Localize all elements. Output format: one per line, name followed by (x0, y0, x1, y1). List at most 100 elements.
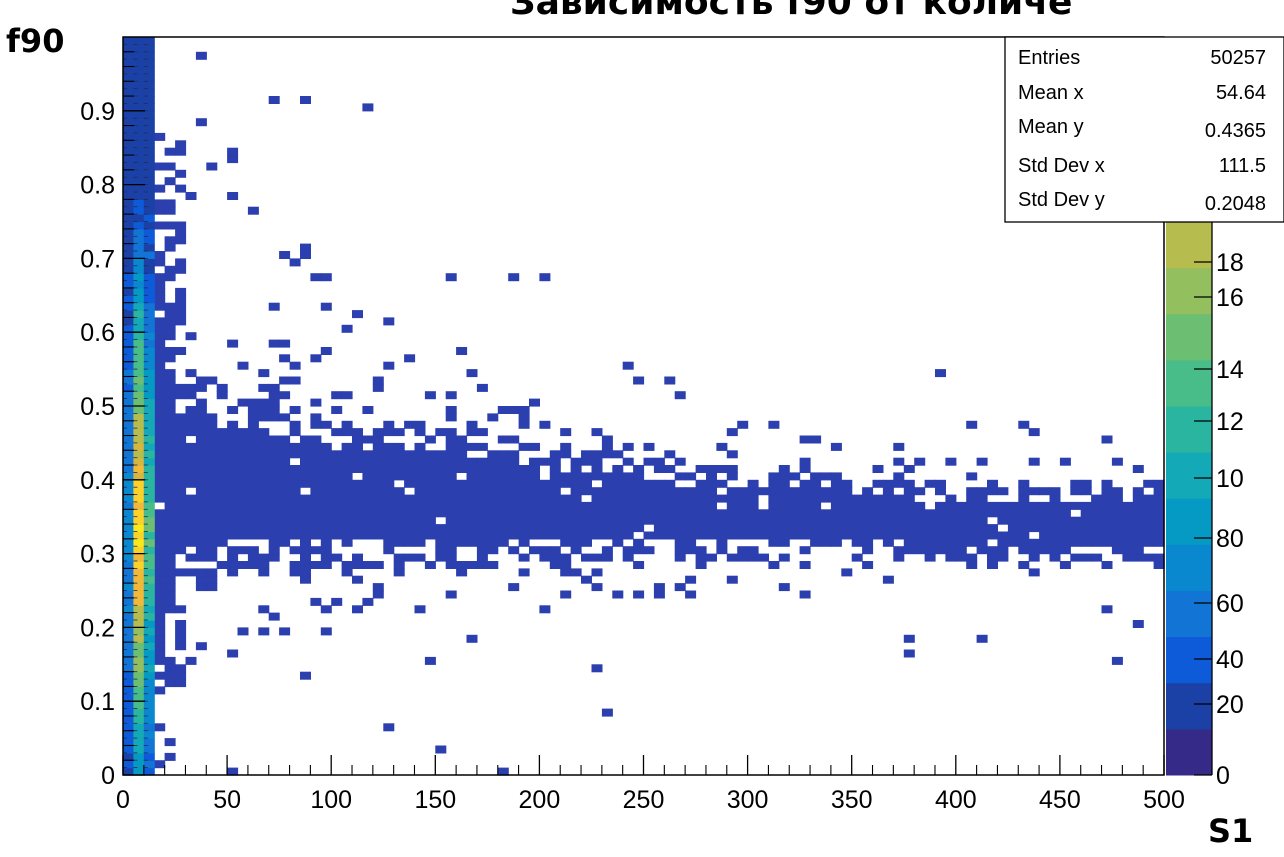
heatmap-cell (476, 509, 488, 518)
heatmap-cell (414, 420, 426, 429)
heatmap-cell (175, 634, 187, 643)
heatmap-cell (154, 450, 166, 459)
heatmap-cell (539, 605, 551, 614)
column-cell (143, 162, 155, 171)
heatmap-cell (487, 538, 499, 547)
column-cell (143, 767, 155, 776)
heatmap-cell (195, 583, 207, 592)
heatmap-cell (1039, 538, 1051, 547)
y-tick-label: 0.8 (80, 172, 115, 200)
column-cell (143, 302, 155, 311)
heatmap-cell (560, 538, 572, 547)
heatmap-cell (851, 531, 863, 540)
heatmap-cell (247, 546, 259, 555)
heatmap-cell (820, 494, 832, 503)
heatmap-cell (175, 184, 187, 193)
heatmap-cell (674, 546, 686, 555)
column-cell (123, 317, 134, 326)
heatmap-cell (424, 435, 436, 444)
heatmap-cell (164, 317, 176, 326)
heatmap-cell (320, 420, 332, 429)
heatmap-cell (383, 487, 395, 496)
heatmap-cell (1059, 457, 1071, 466)
heatmap-cell (622, 361, 634, 370)
heatmap-cell (383, 465, 395, 473)
heatmap-cell (1070, 553, 1082, 562)
column-cell (133, 752, 145, 761)
column-cell (123, 155, 134, 164)
palette-segment (1166, 221, 1212, 269)
heatmap-cell (674, 583, 686, 592)
heatmap-cell (747, 524, 759, 533)
heatmap-cell (320, 273, 332, 282)
heatmap-cell (258, 487, 270, 496)
heatmap-cell (404, 354, 416, 363)
column-cell (133, 73, 145, 82)
heatmap-cell (529, 509, 540, 518)
heatmap-cell (185, 413, 197, 422)
heatmap-cell (664, 376, 676, 385)
column-cell (133, 192, 145, 200)
heatmap-cell (341, 501, 353, 510)
heatmap-cell (362, 487, 374, 496)
heatmap-cell (1018, 546, 1030, 555)
column-cell (143, 465, 155, 473)
palette-tick-label: 20 (1216, 691, 1244, 719)
heatmap-cell (862, 561, 874, 569)
heatmap-cell (612, 590, 624, 599)
column-cell (133, 568, 145, 577)
heatmap-cell (737, 501, 749, 510)
heatmap-cell (154, 406, 166, 414)
heatmap-cell (310, 435, 322, 444)
heatmap-cell (820, 472, 832, 481)
heatmap-cell (789, 472, 801, 481)
column-cell (123, 347, 134, 355)
heatmap-cell (216, 428, 228, 437)
heatmap-cell (487, 524, 499, 533)
column-cell (123, 332, 134, 341)
heatmap-cell (508, 465, 520, 473)
heatmap-cell (966, 531, 978, 540)
heatmap-cell (154, 354, 166, 363)
heatmap-cell (560, 428, 572, 437)
heatmap-cell (664, 531, 676, 540)
heatmap-cell (872, 509, 884, 518)
heatmap-cell (1070, 516, 1082, 525)
heatmap-cell (653, 583, 665, 592)
heatmap-cell (258, 531, 270, 540)
heatmap-cell (341, 457, 353, 466)
heatmap-cell (289, 509, 301, 518)
palette-tick-label: 10 (1216, 465, 1244, 493)
heatmap-cell (175, 221, 187, 230)
heatmap-cell (487, 531, 499, 540)
heatmap-cell (154, 553, 166, 562)
heatmap-cell (695, 561, 707, 569)
stats-mean-x-label: Mean x (1018, 82, 1084, 104)
column-cell (133, 612, 145, 621)
heatmap-cell (1101, 561, 1113, 569)
heatmap-cell (570, 531, 582, 540)
heatmap-cell (778, 516, 790, 525)
heatmap-cell (799, 494, 811, 503)
column-cell (123, 561, 134, 569)
heatmap-cell (903, 494, 915, 503)
axis-ticks: 0 50 100 150 200 250 300 350 400 450 50000.10.20.3… (80, 51, 1185, 814)
heatmap-cell (372, 487, 384, 496)
column-cell (133, 258, 145, 267)
heatmap-cell (497, 406, 509, 414)
heatmap-cell (320, 302, 332, 311)
heatmap-cell (372, 383, 384, 392)
x-tick-label: 0 (116, 786, 130, 814)
heatmap-cell (279, 354, 291, 363)
heatmap-cell (820, 516, 832, 525)
heatmap-cell (622, 501, 634, 510)
heatmap-cell (529, 472, 540, 481)
heatmap-cell (154, 280, 166, 289)
heatmap-cell (341, 465, 353, 473)
heatmap-cell (195, 383, 207, 392)
heatmap-cell (185, 383, 197, 392)
column-cell (143, 524, 155, 533)
column-cell (143, 206, 155, 215)
heatmap-cell (768, 538, 780, 547)
heatmap-cell (601, 516, 613, 525)
